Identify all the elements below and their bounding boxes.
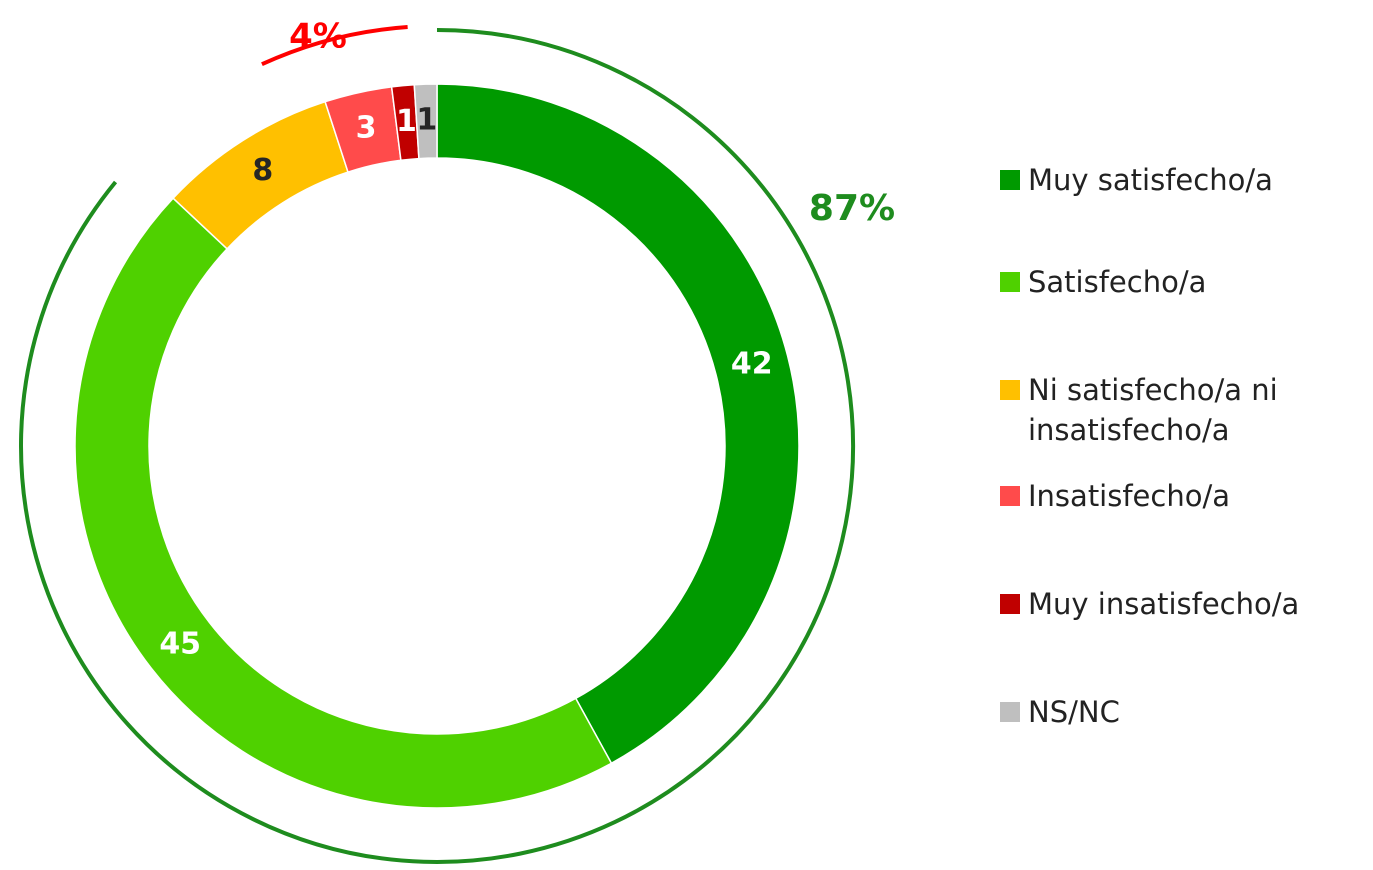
annotation-arc: [261, 25, 408, 67]
legend-item: Satisfecho/a: [1000, 262, 1206, 302]
legend-label: Ni satisfecho/a ni insatisfecho/a: [1028, 373, 1278, 447]
legend-item: Insatisfecho/a: [1000, 476, 1230, 516]
donut-segment: [74, 197, 613, 809]
legend-item: Muy satisfecho/a: [1000, 160, 1273, 200]
donut-segment: [413, 83, 438, 160]
annotation: 87%: [809, 188, 895, 229]
data-label: 42: [731, 347, 773, 382]
data-label: 3: [356, 110, 377, 145]
legend-label: Muy insatisfecho/a: [1028, 587, 1300, 621]
legend-label: NS/NC: [1028, 695, 1120, 729]
legend-label: Satisfecho/a: [1028, 265, 1207, 299]
data-label: 8: [252, 153, 273, 188]
donut-segment: [436, 83, 800, 765]
annotation-arc: [19, 28, 855, 864]
legend-label: Muy satisfecho/a: [1028, 163, 1273, 197]
legend-item: Ni satisfecho/a ni insatisfecho/a: [1000, 370, 1370, 450]
legend-swatch: [1000, 272, 1020, 292]
annotation: 4%: [289, 17, 347, 57]
legend-swatch: [1000, 486, 1020, 506]
legend-label: Insatisfecho/a: [1028, 479, 1231, 513]
data-label: 1: [416, 103, 437, 138]
legend-swatch: [1000, 380, 1020, 400]
legend-swatch: [1000, 702, 1020, 722]
legend-swatch: [1000, 594, 1020, 614]
legend-item: Muy insatisfecho/a: [1000, 584, 1299, 624]
legend-item: NS/NC: [1000, 692, 1120, 732]
data-label: 1: [396, 104, 417, 139]
data-label: 45: [159, 627, 201, 662]
legend-swatch: [1000, 170, 1020, 190]
